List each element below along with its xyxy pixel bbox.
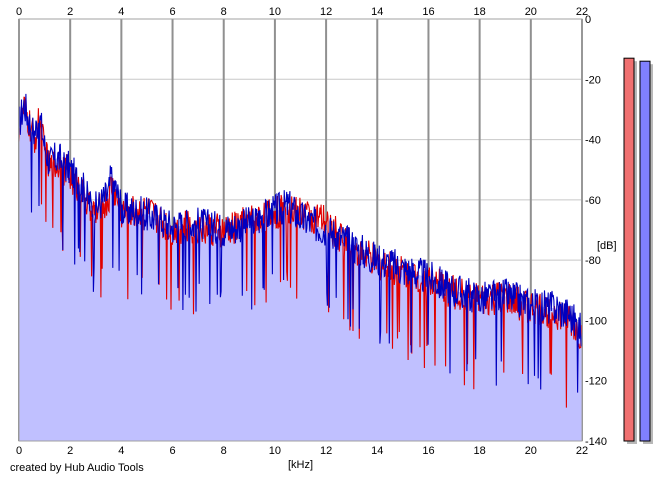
y-tick-label: 0	[585, 14, 591, 26]
x-tick-label: 10	[269, 6, 281, 18]
spectrum-fill-area	[19, 103, 582, 442]
x-tick-label: 14	[371, 6, 383, 18]
x-tick-label: 10	[269, 445, 281, 457]
credit-text: created by Hub Audio Tools	[10, 462, 144, 474]
plot-border	[18, 18, 583, 442]
x-tick-label: 16	[422, 6, 434, 18]
y-tick-label: -20	[585, 74, 601, 86]
level-meter-bar	[639, 60, 651, 442]
x-tick-label: 0	[16, 445, 22, 457]
level-meter-bar	[623, 57, 635, 442]
y-tick-labels: 0 -20 -40 -60 -80 -100 -120 -140	[585, 14, 607, 448]
x-tick-label: 2	[67, 445, 73, 457]
x-tick-label: 22	[576, 445, 588, 457]
x-tick-label: 12	[320, 6, 332, 18]
x-tick-label: 2	[67, 6, 73, 18]
x-tick-label: 20	[525, 6, 537, 18]
y-tick-label: -40	[585, 135, 601, 147]
x-tick-label: 6	[169, 445, 175, 457]
y-axis-label: [dB]	[597, 240, 617, 252]
x-tick-label: 6	[169, 6, 175, 18]
x-tick-labels-top: 0 2 4 6 8 10 12 14 16 18 20 22	[16, 6, 588, 18]
x-tick-label: 18	[474, 6, 486, 18]
series-layer	[18, 93, 583, 442]
series-line-blue	[18, 93, 583, 393]
level-meters	[623, 57, 653, 444]
x-tick-label: 20	[525, 445, 537, 457]
y-tick-label: -60	[585, 195, 601, 207]
x-tick-label: 16	[422, 445, 434, 457]
x-tick-label: 18	[474, 445, 486, 457]
x-axis-label: [kHz]	[288, 459, 313, 471]
x-tick-label: 14	[371, 445, 383, 457]
x-tick-label: 0	[16, 6, 22, 18]
x-tick-label: 4	[118, 6, 124, 18]
y-tick-label: -120	[585, 376, 607, 388]
y-tick-label: -100	[585, 315, 607, 327]
x-tick-label: 12	[320, 445, 332, 457]
x-tick-labels-bottom: 0 2 4 6 8 10 12 14 16 18 20 22	[16, 445, 588, 457]
y-tick-label: -140	[585, 436, 607, 448]
x-tick-label: 22	[576, 6, 588, 18]
x-tick-label: 8	[221, 6, 227, 18]
y-tick-label: -80	[585, 255, 601, 267]
x-tick-label: 4	[118, 445, 124, 457]
x-tick-label: 8	[221, 445, 227, 457]
